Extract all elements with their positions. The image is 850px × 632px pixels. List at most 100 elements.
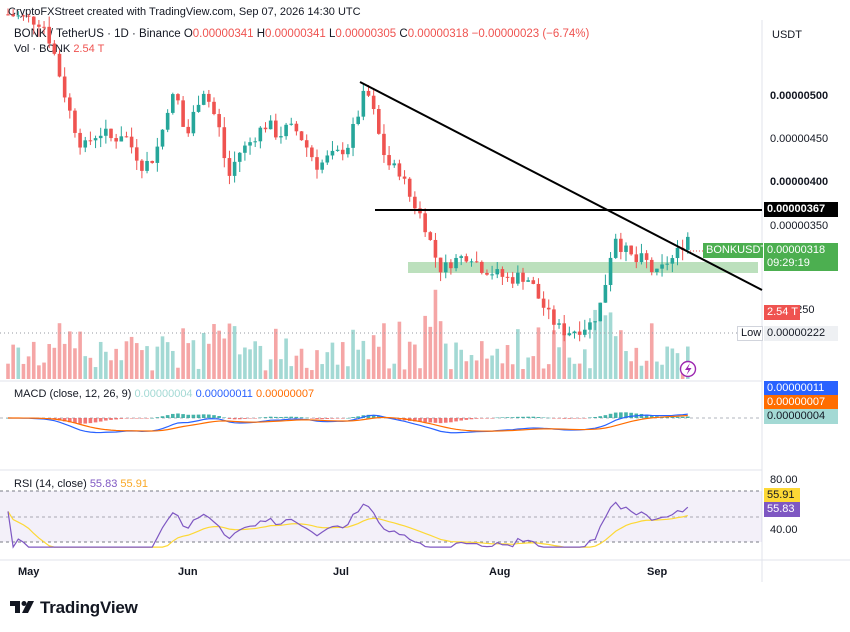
candle — [686, 236, 690, 250]
candle — [191, 111, 196, 134]
macd-hist-bar — [201, 414, 206, 418]
candles — [6, 8, 690, 342]
lightning-icon[interactable] — [679, 360, 697, 378]
macd-hist-bar — [485, 418, 489, 419]
volume-bar — [315, 350, 319, 379]
candle — [176, 94, 180, 101]
currency-label[interactable]: USDT — [772, 29, 802, 41]
symbol-legend[interactable]: BONK / TetherUS · 1D · Binance O0.000003… — [14, 28, 589, 40]
macd-hist-bar — [675, 416, 680, 418]
volume-bar — [675, 353, 680, 379]
macd-legend[interactable]: MACD (close, 12, 26, 9) 0.00000004 0.000… — [14, 388, 314, 400]
time-label: Aug — [489, 566, 511, 578]
macd-hist-bar — [124, 418, 129, 419]
candle — [649, 259, 654, 273]
time-label: Sep — [647, 566, 668, 578]
volume-bar — [335, 364, 340, 379]
macd-hist-bar — [274, 416, 278, 418]
macd-hist-bar — [237, 418, 242, 420]
candle — [541, 298, 546, 308]
volume-bar — [557, 347, 561, 379]
candle — [73, 110, 77, 133]
volume-bar — [294, 355, 299, 379]
macd-hist-bar — [68, 418, 72, 423]
macd-hist-bar — [454, 418, 458, 422]
volume-bar — [562, 333, 566, 379]
volume-legend[interactable]: Vol · BONK 2.54 T — [14, 43, 104, 55]
volume-bar — [469, 355, 474, 379]
macd-hist-bar — [299, 417, 304, 418]
tradingview-logo[interactable]: TradingView — [10, 598, 138, 620]
volume-bar — [454, 342, 458, 379]
volume-bar — [443, 343, 448, 379]
descending-trendline[interactable] — [359, 81, 763, 291]
volume-bar — [145, 346, 149, 379]
macd-hist-bar — [88, 418, 93, 424]
volume-bar — [464, 361, 469, 379]
macd-hist-bar — [186, 414, 191, 418]
volume-bar — [423, 315, 427, 379]
volume-bar — [62, 343, 67, 379]
candle — [52, 43, 57, 54]
candle — [248, 142, 252, 146]
macd-hist-bar — [469, 418, 474, 420]
rsi-legend[interactable]: RSI (14, close) 55.83 55.91 — [14, 478, 148, 490]
candle — [454, 257, 458, 269]
support-zone[interactable] — [408, 262, 758, 273]
time-label: Jul — [333, 566, 349, 578]
candle — [598, 302, 603, 322]
volume-bar — [11, 344, 15, 379]
candle — [500, 269, 505, 277]
candle — [469, 261, 474, 263]
volume-bar — [624, 351, 628, 379]
macd-hist-bar — [603, 415, 608, 418]
candle — [392, 163, 397, 166]
macd-hist-bar — [196, 414, 201, 418]
candle — [485, 272, 489, 275]
volume-bar — [619, 330, 623, 379]
last-price-tag: 0.00000318 — [764, 243, 838, 258]
candle — [583, 329, 587, 335]
candle — [397, 163, 402, 177]
candle — [660, 264, 664, 269]
candle — [613, 238, 618, 258]
volume-bar — [330, 342, 335, 379]
volume-bar — [253, 341, 257, 379]
macd-hist-bar — [670, 416, 675, 418]
volume-bar — [593, 309, 597, 379]
volume-bar — [222, 338, 227, 379]
macd-hist-bar — [279, 417, 283, 418]
macd-hist-bar — [649, 415, 654, 418]
macd-hist-bar — [320, 418, 324, 420]
candle — [655, 268, 659, 273]
macd-hist-bar — [104, 418, 108, 421]
macd-hist-bar — [639, 413, 644, 418]
candle — [212, 101, 216, 115]
volume-bar — [212, 324, 216, 379]
candle — [274, 120, 278, 138]
logo-text: TradingView — [40, 598, 138, 617]
candle — [150, 160, 154, 163]
candle — [6, 14, 10, 16]
rsi-ma-tag: 55.91 — [764, 488, 800, 503]
macd-hist-bar — [686, 416, 690, 418]
volume-bar — [155, 346, 160, 379]
ohlc-h: H0.00000341 — [256, 28, 326, 40]
volume-bar — [134, 343, 139, 379]
volume-bar — [474, 360, 479, 379]
candle — [644, 253, 649, 260]
volume-bar — [598, 310, 603, 379]
macd-hist-bar — [165, 415, 170, 418]
candle — [346, 147, 350, 155]
macd-hist-bar — [510, 417, 515, 418]
macd-hist-bar — [98, 418, 103, 422]
volume-bar — [140, 350, 144, 379]
macd-hist-bar — [176, 413, 180, 418]
macd-hist-bar — [160, 416, 165, 418]
candle — [140, 160, 144, 171]
volume-bar — [98, 341, 103, 379]
macd-hist-bar — [418, 418, 422, 422]
candle — [68, 97, 72, 111]
rsi-line — [7, 501, 689, 549]
